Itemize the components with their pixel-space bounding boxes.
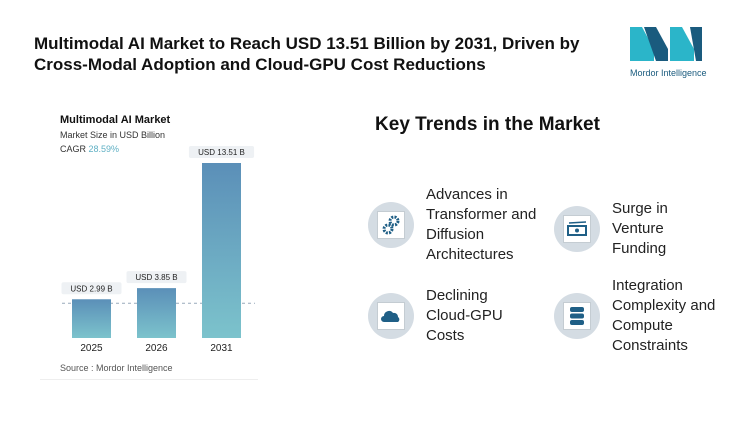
bar-2025 [72,299,111,338]
logo: Mordor Intelligence [630,27,710,78]
trend-item: Surge in Venture Funding [554,199,712,259]
trends-heading: Key Trends in the Market [375,114,600,135]
chart-source: Source : Mordor Intelligence [60,363,173,373]
cagr-value: 28.59% [88,144,120,154]
gears-icon [377,211,405,239]
trend-label: Declining Cloud-GPU Costs [426,287,503,344]
chart-title: Multimodal AI Market [60,114,171,126]
data-label-bg [61,282,122,295]
data-label: USD 3.85 B [135,273,177,282]
chart-panel: USD 2.99 B 2025 USD 3.85 B 2026 USD 13.51 B 2… [40,100,258,380]
bar-2031 [202,163,241,338]
x-tick-label: 2026 [145,343,168,354]
money-icon [563,215,591,243]
mordor-logo-icon [630,27,702,61]
database-icon [563,302,591,330]
logo-text: Mordor Intelligence [630,68,707,78]
trend-item: Integration Complexity and Compute Const… [554,276,742,356]
cloud-icon [377,302,405,330]
trend-label: Integration Complexity and Compute Const… [612,277,716,354]
cagr-label: CAGR [60,144,87,154]
chart-subtitle: Market Size in USD Billion [60,130,166,140]
bar-chart: USD 2.99 B 2025 USD 3.85 B 2026 USD 13.51 B 2… [61,146,255,354]
trend-item: Advances in Transformer and Diffusion Ar… [368,185,546,265]
trend-label: Surge in Venture Funding [612,200,668,257]
data-label: USD 2.99 B [70,284,112,293]
cagr: CAGR 28.59% [60,144,119,154]
trend-label: Advances in Transformer and Diffusion Ar… [426,186,537,263]
x-tick-label: 2031 [210,343,233,354]
trend-item: Declining Cloud-GPU Costs [368,286,536,346]
data-label-bg [126,271,187,284]
data-label-bg [188,146,255,158]
page-title: Multimodal AI Market to Reach USD 13.51 … [34,34,580,74]
bar-2026 [137,288,176,338]
x-tick-label: 2025 [80,343,103,354]
data-label: USD 13.51 B [198,148,245,157]
